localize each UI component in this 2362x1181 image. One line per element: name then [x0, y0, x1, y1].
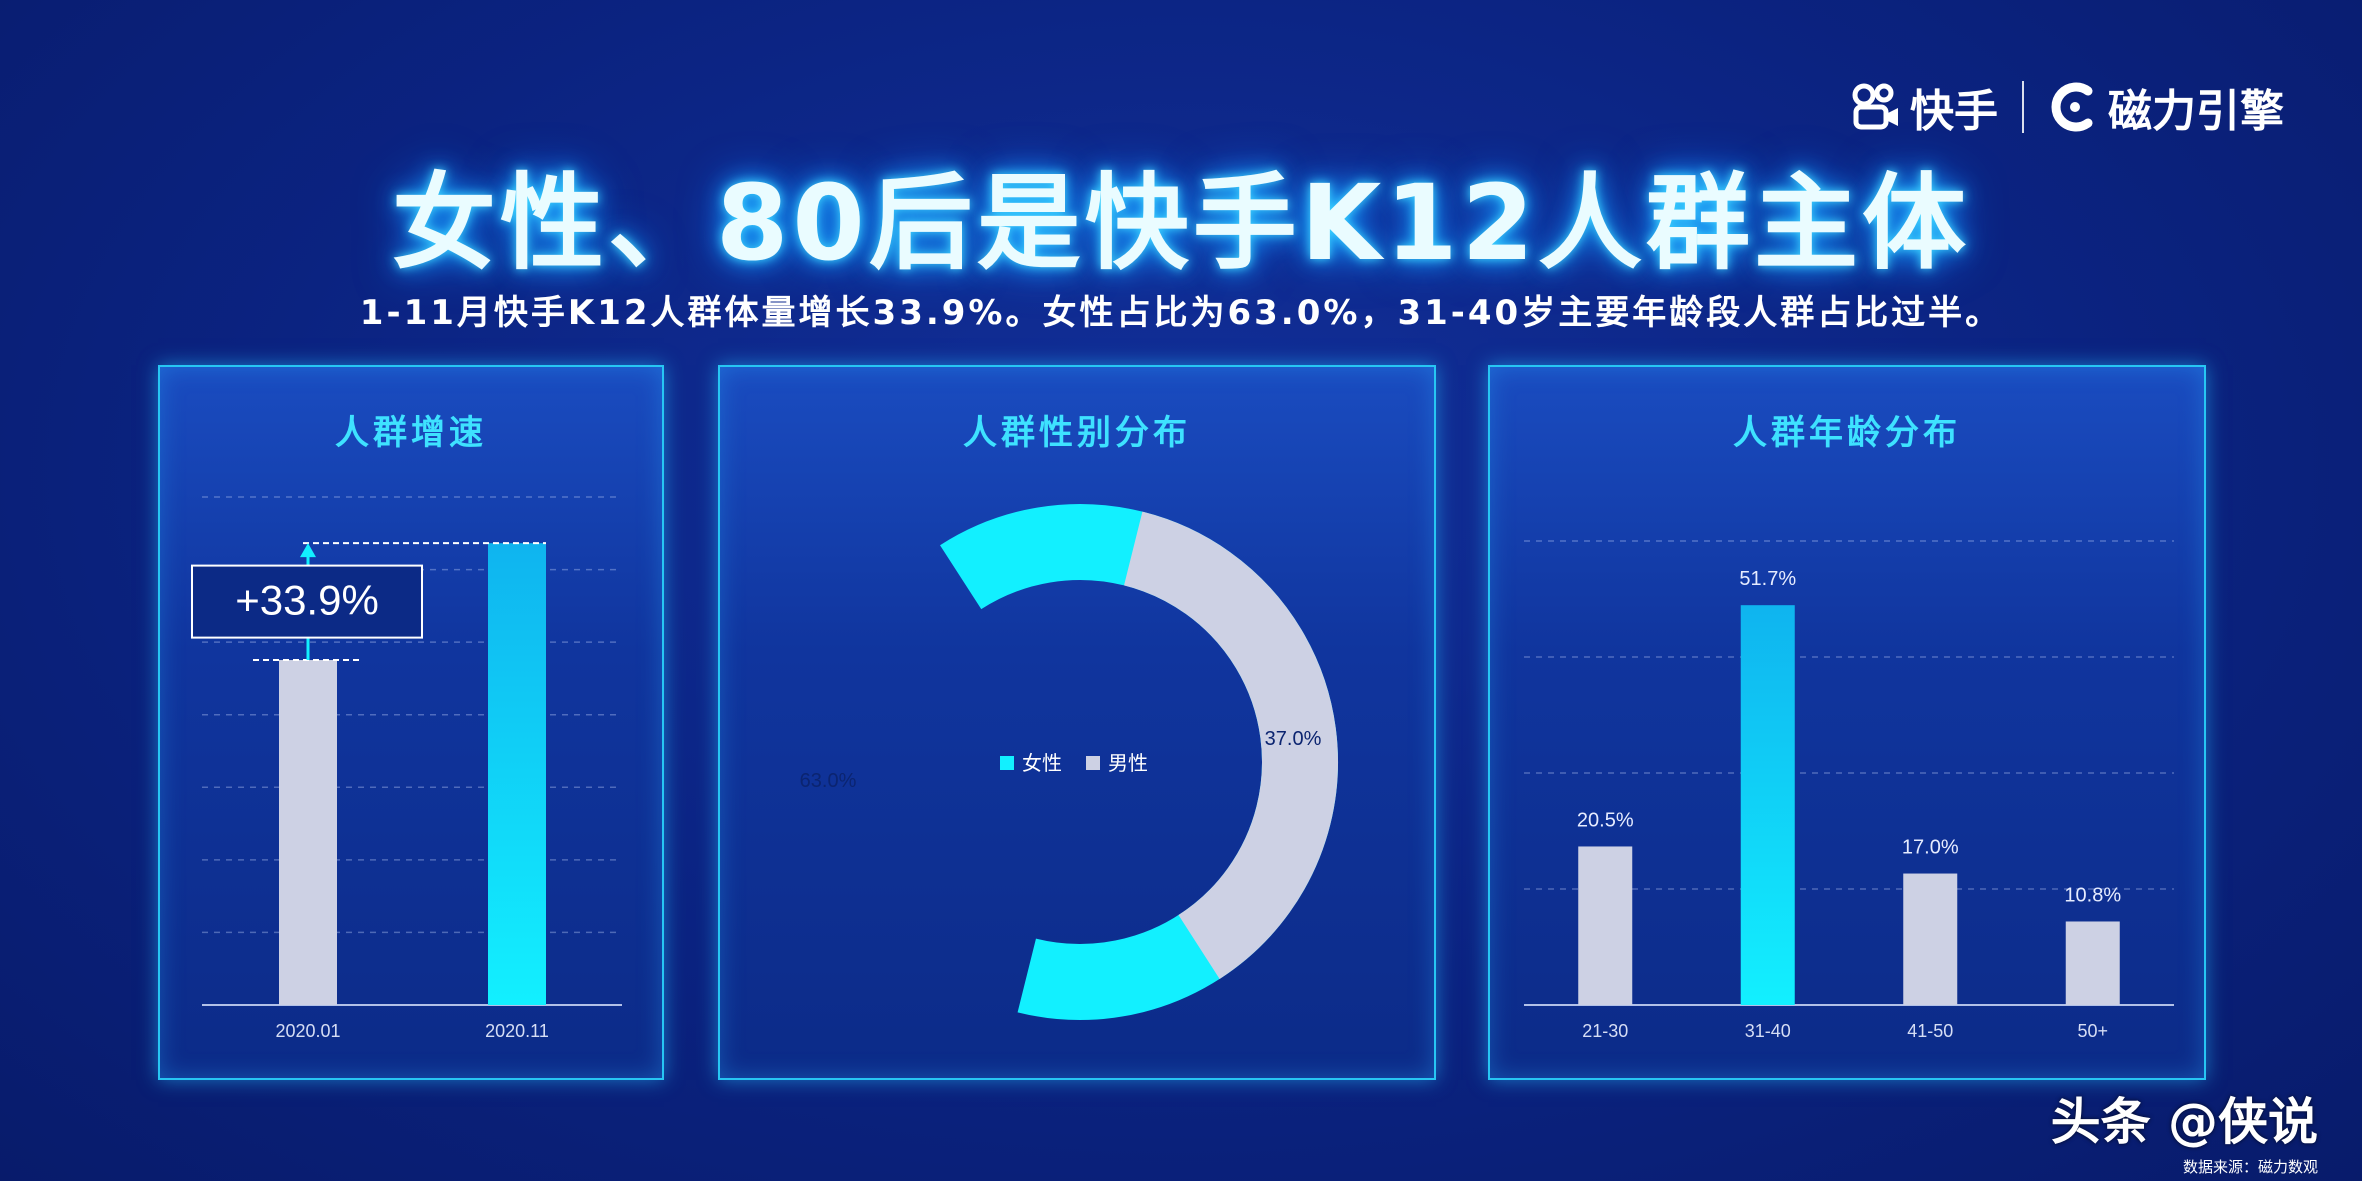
growth-panel: 人群增速 2020.01 2020.11 +33.9% [158, 365, 664, 1080]
growth-annotation: +33.9% [235, 577, 379, 624]
gender-chart: 63.0% 37.0% 女性 男性 [800, 504, 1338, 1020]
bar-2020.01 [279, 660, 337, 1005]
page-title: 女性、80后是快手K12人群主体 [391, 162, 1971, 284]
gender-panel-title: 人群性别分布 [963, 413, 1191, 453]
x-tick-label: 41-50 [1907, 1021, 1953, 1041]
kuaishou-label: 快手 [1910, 86, 1998, 137]
bar-50+ [2065, 921, 2120, 1005]
x-tick-label: 2020.01 [275, 1021, 340, 1041]
brand-logos: 快手 磁力引擎 [1850, 74, 2284, 140]
bar-2020.11 [488, 543, 546, 1005]
bar-31-40 [1740, 605, 1795, 1005]
watermark: 头条 @侠说 [2050, 1093, 2318, 1151]
footer: 头条 @侠说 数据来源：磁力数观 [2051, 1082, 2318, 1177]
age-panel-title: 人群年龄分布 [1733, 413, 1961, 453]
x-tick-label: 2020.11 [485, 1021, 549, 1041]
slice-label-1: 37.0% [1265, 728, 1322, 750]
kuaishou-icon [1852, 83, 1898, 130]
legend-label: 女性 [1022, 751, 1062, 775]
data-source: 数据来源：磁力数观 [2182, 1158, 2318, 1176]
value-label: 51.7% [1739, 568, 1796, 590]
engine-logo: 磁力引擎 [2048, 75, 2284, 139]
growth-chart: 2020.01 2020.11 +33.9% [191, 496, 622, 1041]
age-chart: 20.5% 21-30 51.7% 31-40 17.0% 41-50 10.8% 50+ [1524, 540, 2174, 1041]
growth-arrow-head [300, 543, 316, 558]
value-label: 10.8% [2064, 884, 2121, 906]
age-panel: 人群年龄分布 20.5% 21-30 51.7% 31-40 17.0% 41-50 10.… [1488, 365, 2206, 1080]
slice-label-0: 63.0% [800, 770, 857, 792]
bar-21-30 [1578, 846, 1633, 1005]
page-subtitle: 1-11月快手K12人群体量增长33.9%。女性占比为63.0%，31-40岁主… [359, 293, 2003, 333]
legend-label: 男性 [1108, 751, 1148, 775]
x-tick-label: 31-40 [1745, 1021, 1791, 1041]
donut-group [822, 504, 1338, 1020]
kuaishou-logo: 快手 [1850, 75, 1998, 139]
engine-label: 磁力引擎 [2108, 86, 2284, 137]
gender-panel: 人群性别分布 63.0% 37.0% 女性 男性 [718, 365, 1436, 1080]
legend-swatch [1086, 756, 1100, 770]
x-tick-label: 50+ [2077, 1021, 2108, 1041]
x-tick-label: 21-30 [1582, 1021, 1628, 1041]
growth-annotation-box [191, 564, 423, 639]
value-label: 17.0% [1902, 837, 1959, 859]
brand-divider [2022, 81, 2024, 133]
magnet-engine-icon [2051, 82, 2093, 132]
legend-swatch [1000, 756, 1014, 770]
value-label: 20.5% [1577, 809, 1634, 831]
growth-panel-title: 人群增速 [335, 413, 487, 453]
bar-41-50 [1903, 873, 1958, 1005]
